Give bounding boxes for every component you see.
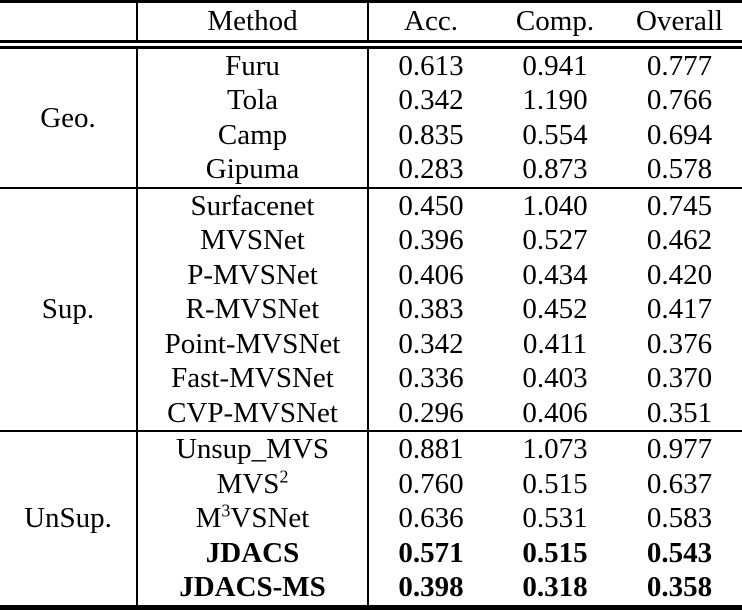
table-body: Geo. Furu 0.613 0.941 0.777 Tola 0.342 1.190 0.7… <box>0 43 742 608</box>
table-row: Gipuma 0.283 0.873 0.578 <box>0 152 742 189</box>
table-row: Geo. Furu 0.613 0.941 0.777 <box>0 43 742 189</box>
acc-cell: 0.881 <box>368 430 493 467</box>
overall-cell: 0.351 <box>646 396 713 429</box>
acc-cell: 0.398 <box>398 571 464 604</box>
table-row: R-MVSNet 0.383 0.452 0.417 <box>0 292 742 327</box>
method-cell: Point-MVSNet <box>137 326 369 362</box>
table-row: P-MVSNet 0.406 0.434 0.420 <box>0 258 742 293</box>
comp-cell: 1.190 <box>522 84 588 117</box>
acc-cell: 0.336 <box>398 362 464 395</box>
method-cell: Camp <box>137 118 369 153</box>
superscript: 2 <box>279 466 289 487</box>
comp-cell: 0.515 <box>522 536 588 569</box>
method-cell: P-MVSNet <box>137 258 369 293</box>
method-cell: MVSNet <box>137 223 369 258</box>
table-row: UnSup. Unsup_MVS 0.881 1.073 0.977 <box>0 430 742 608</box>
acc-cell: 0.383 <box>398 293 464 326</box>
method-cell: Gipuma <box>137 152 369 189</box>
comp-cell: 0.941 <box>493 43 617 84</box>
col-header-method: Method <box>137 1 369 49</box>
comp-cell: 0.403 <box>522 362 588 395</box>
method-cell: Surfacenet <box>137 187 369 224</box>
method-cell: CVP-MVSNet <box>137 395 369 432</box>
overall-cell: 0.543 <box>646 536 713 569</box>
table-row: Camp 0.835 0.554 0.694 <box>0 118 742 153</box>
method-cell: MVS2 <box>137 466 369 502</box>
acc-cell: 0.571 <box>398 536 464 569</box>
overall-cell: 0.766 <box>646 84 713 117</box>
acc-cell: 0.406 <box>398 258 464 291</box>
comp-cell: 0.531 <box>522 502 588 535</box>
acc-cell: 0.450 <box>368 187 493 224</box>
method-cell: Unsup_MVS <box>137 430 369 467</box>
table-row: CVP-MVSNet 0.296 0.406 0.351 <box>0 395 742 432</box>
col-header-overall: Overall <box>617 1 742 49</box>
comp-cell: 0.318 <box>522 571 588 604</box>
table-row: JDACS-MS 0.398 0.318 0.358 <box>0 570 742 608</box>
overall-cell: 0.977 <box>617 430 742 467</box>
comp-cell: 0.411 <box>522 327 588 360</box>
overall-cell: 0.462 <box>646 224 713 257</box>
method-cell: JDACS-MS <box>137 570 369 608</box>
method-cell: M3VSNet <box>137 500 369 536</box>
overall-cell: 0.745 <box>617 187 742 224</box>
acc-cell: 0.342 <box>398 84 464 117</box>
acc-cell: 0.342 <box>398 327 464 360</box>
header-row: Method Acc. Comp. Overall <box>0 1 742 49</box>
overall-cell: 0.417 <box>646 293 713 326</box>
table-row: M3VSNet 0.636 0.531 0.583 <box>0 500 742 536</box>
table-row: Sup. Surfacenet 0.450 1.040 0.745 <box>0 187 742 432</box>
overall-cell: 0.358 <box>646 571 713 604</box>
acc-cell: 0.613 <box>368 43 493 84</box>
comp-cell: 0.406 <box>522 396 588 429</box>
acc-cell: 0.636 <box>398 502 464 535</box>
acc-cell: 0.835 <box>398 118 464 151</box>
comp-cell: 1.040 <box>493 187 617 224</box>
col-header-comp: Comp. <box>493 1 617 49</box>
acc-cell: 0.760 <box>398 467 464 500</box>
col-header-acc: Acc. <box>368 1 493 49</box>
col-header-group <box>0 1 138 49</box>
overall-cell: 0.578 <box>646 153 713 186</box>
overall-cell: 0.370 <box>646 362 713 395</box>
superscript: 3 <box>221 500 231 521</box>
acc-cell: 0.396 <box>398 224 464 257</box>
comp-cell: 0.554 <box>522 118 588 151</box>
table-row: Fast-MVSNet 0.336 0.403 0.370 <box>0 361 742 396</box>
table-row: Point-MVSNet 0.342 0.411 0.376 <box>0 326 742 362</box>
acc-cell: 0.283 <box>398 153 464 186</box>
table-row: JDACS 0.571 0.515 0.543 <box>0 535 742 571</box>
comp-cell: 0.434 <box>522 258 588 291</box>
group-label: Geo. <box>0 43 138 189</box>
comp-cell: 1.073 <box>493 430 617 467</box>
method-cell: Furu <box>137 43 369 84</box>
method-cell: Tola <box>137 83 369 119</box>
table-header: Method Acc. Comp. Overall <box>0 1 742 49</box>
comp-cell: 0.515 <box>522 467 588 500</box>
method-cell: JDACS <box>137 535 369 571</box>
overall-cell: 0.777 <box>617 43 742 84</box>
group-label: UnSup. <box>0 430 138 608</box>
comp-cell: 0.873 <box>522 153 588 186</box>
overall-cell: 0.376 <box>646 327 713 360</box>
table-row: MVSNet 0.396 0.527 0.462 <box>0 223 742 258</box>
comp-cell: 0.452 <box>522 293 588 326</box>
overall-cell: 0.637 <box>646 467 713 500</box>
overall-cell: 0.420 <box>646 258 713 291</box>
comp-cell: 0.527 <box>522 224 588 257</box>
method-cell: Fast-MVSNet <box>137 361 369 396</box>
acc-cell: 0.296 <box>398 396 464 429</box>
group-label: Sup. <box>0 187 138 432</box>
overall-cell: 0.694 <box>646 118 713 151</box>
table-row: Tola 0.342 1.190 0.766 <box>0 83 742 119</box>
method-cell: R-MVSNet <box>137 292 369 327</box>
overall-cell: 0.583 <box>646 502 713 535</box>
table-row: MVS2 0.760 0.515 0.637 <box>0 466 742 502</box>
